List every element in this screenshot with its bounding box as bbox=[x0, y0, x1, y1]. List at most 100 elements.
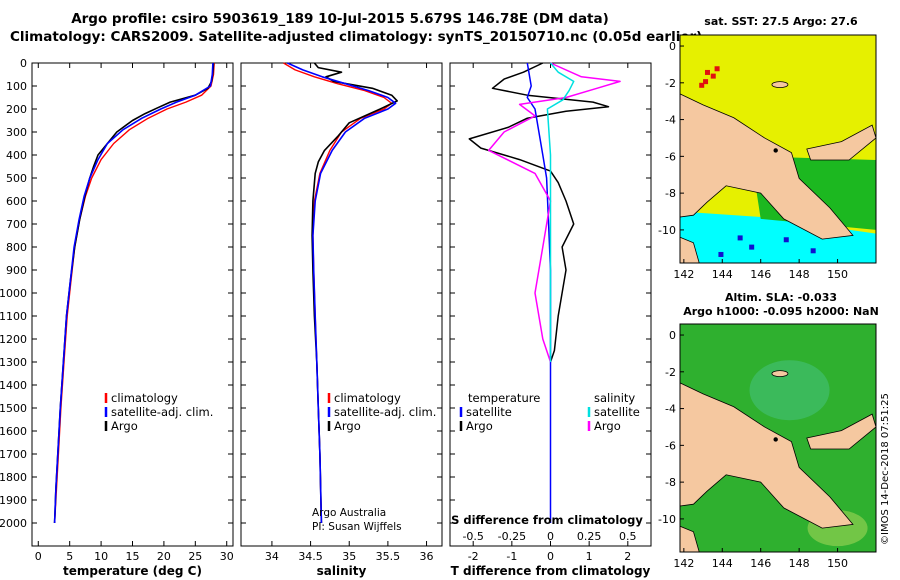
temperature-legend-label: Argo bbox=[111, 419, 138, 433]
sla-lat-tick-label: -6 bbox=[665, 439, 676, 452]
depth-tick-label: 200 bbox=[6, 103, 27, 116]
salinity-x-tick-label: 34 bbox=[265, 550, 279, 563]
salinity-x-tick-label: 35.5 bbox=[376, 550, 401, 563]
temperature-legend-label: climatology bbox=[111, 391, 178, 405]
temperature-frame bbox=[31, 62, 234, 547]
sdiff-argo-line bbox=[487, 62, 621, 363]
sdiff-legend-header: salinity bbox=[594, 391, 635, 405]
temperature-x-tick-label: 25 bbox=[188, 550, 202, 563]
salinity-legend-label: climatology bbox=[334, 391, 401, 405]
sst-map bbox=[679, 34, 877, 264]
temperature-legend-label: satellite-adj. clim. bbox=[111, 405, 213, 419]
depth-tick-label: 1300 bbox=[0, 356, 27, 369]
sst-cold-pixel bbox=[718, 251, 724, 257]
sst-lat-tick-label: 0 bbox=[669, 40, 676, 53]
sst-argo-position-marker bbox=[773, 148, 778, 153]
depth-tick-label: 1100 bbox=[0, 310, 27, 323]
depth-tick-label: 1600 bbox=[0, 425, 27, 438]
sla-lon-tick-label: 150 bbox=[827, 557, 848, 570]
sla-lon-tick-label: 148 bbox=[789, 557, 810, 570]
depth-tick-label: 400 bbox=[6, 149, 27, 162]
salinity-x-tick-label: 35 bbox=[342, 550, 356, 563]
temperature-satellite-line bbox=[53, 62, 214, 524]
salinity-x-axis-label: salinity bbox=[317, 564, 367, 578]
sst-lat-tick-label: -4 bbox=[665, 114, 676, 127]
depth-tick-label: 1500 bbox=[0, 402, 27, 415]
difference-x-tick-label: 0 bbox=[547, 550, 554, 563]
difference-x-tick-label: 1 bbox=[586, 550, 593, 563]
depth-tick-label: 600 bbox=[6, 195, 27, 208]
difference-x-axis-label: T difference from climatology bbox=[451, 564, 651, 578]
temperature-x-tick-label: 5 bbox=[66, 550, 73, 563]
sst-cold-pixel bbox=[749, 244, 755, 250]
sst-land-manus bbox=[771, 81, 789, 89]
sst-cold-pixel bbox=[737, 235, 743, 241]
depth-tick-label: 1000 bbox=[0, 287, 27, 300]
sla-lon-tick-label: 144 bbox=[712, 557, 733, 570]
sdiff-x-tick-label: -0.25 bbox=[498, 530, 526, 543]
salinity-x-tick-label: 36 bbox=[420, 550, 434, 563]
sst-lon-tick-label: 142 bbox=[673, 268, 694, 281]
depth-tick-label: 900 bbox=[6, 264, 27, 277]
sla-land-new-guinea bbox=[679, 382, 854, 529]
sla-lon-tick-label: 146 bbox=[750, 557, 771, 570]
sdiff-x-tick-label: 0 bbox=[547, 530, 554, 543]
sst-lat-tick-label: -6 bbox=[665, 150, 676, 163]
sst-lat-tick-label: -2 bbox=[665, 77, 676, 90]
depth-tick-label: 1900 bbox=[0, 494, 27, 507]
sst-lat-tick-label: -8 bbox=[665, 187, 676, 200]
tdiff-satellite-line bbox=[526, 62, 552, 523]
title-line-2: Climatology: CARS2009. Satellite-adjuste… bbox=[10, 29, 703, 45]
sla-anomaly-patch bbox=[749, 360, 830, 421]
temperature-x-tick-label: 10 bbox=[94, 550, 108, 563]
temperature-x-tick-label: 0 bbox=[35, 550, 42, 563]
depth-tick-label: 0 bbox=[20, 57, 27, 70]
sla-lat-tick-label: -8 bbox=[665, 476, 676, 489]
sst-hot-pixel bbox=[714, 66, 720, 72]
difference-x-tick-label: -1 bbox=[506, 550, 517, 563]
sst-lon-tick-label: 146 bbox=[750, 268, 771, 281]
temperature-x-axis-label: temperature (deg C) bbox=[63, 564, 202, 578]
sst-land-new-guinea bbox=[679, 93, 854, 240]
sst-cold-pixel bbox=[783, 237, 789, 243]
sst-cool-water bbox=[680, 211, 876, 263]
sdiff-axis-label: S difference from climatology bbox=[451, 513, 643, 527]
sst-lon-tick-label: 148 bbox=[789, 268, 810, 281]
sla-lat-tick-label: -10 bbox=[658, 513, 676, 526]
depth-tick-label: 700 bbox=[6, 218, 27, 231]
sst-hot-pixel bbox=[699, 82, 705, 88]
salinity-satellite-line bbox=[287, 62, 397, 524]
sst-lat-tick-label: -10 bbox=[658, 224, 676, 237]
sla-argo-position-marker bbox=[773, 437, 778, 442]
temperature-x-tick-label: 20 bbox=[157, 550, 171, 563]
sla-lon-tick-label: 142 bbox=[673, 557, 694, 570]
depth-tick-label: 1800 bbox=[0, 471, 27, 484]
sla-map bbox=[679, 323, 877, 553]
sdiff-legend-label: Argo bbox=[594, 419, 621, 433]
sdiff-satellite-line bbox=[546, 62, 575, 362]
sst-lon-tick-label: 150 bbox=[827, 268, 848, 281]
salinity-x-tick-label: 34.5 bbox=[298, 550, 323, 563]
tdiff-legend-label: satellite bbox=[466, 405, 512, 419]
title-line-1: Argo profile: csiro 5903619_189 10-Jul-2… bbox=[71, 11, 609, 27]
tdiff-legend-label: Argo bbox=[466, 419, 493, 433]
salinity-legend-label: Argo bbox=[334, 419, 361, 433]
sst-map-frame bbox=[679, 34, 877, 264]
sst-hot-pixel bbox=[704, 69, 710, 75]
sst-hot-pixel bbox=[703, 79, 709, 85]
depth-tick-label: 300 bbox=[6, 126, 27, 139]
sla-map-frame bbox=[679, 323, 877, 553]
sdiff-x-tick-label: 0.5 bbox=[619, 530, 637, 543]
sst-lon-tick-label: 144 bbox=[712, 268, 733, 281]
sdiff-x-tick-label: 0.25 bbox=[577, 530, 602, 543]
sst-cold-pixel bbox=[810, 248, 816, 254]
depth-tick-label: 1700 bbox=[0, 448, 27, 461]
tdiff-argo-line bbox=[468, 62, 610, 363]
sst-map-title: sat. SST: 27.5 Argo: 27.6 bbox=[704, 15, 858, 28]
tdiff-legend-header: temperature bbox=[468, 391, 540, 405]
salinity-frame bbox=[240, 62, 443, 547]
sla-lat-tick-label: -2 bbox=[665, 366, 676, 379]
temperature-x-tick-label: 15 bbox=[126, 550, 140, 563]
sdiff-x-tick-label: -0.5 bbox=[462, 530, 483, 543]
